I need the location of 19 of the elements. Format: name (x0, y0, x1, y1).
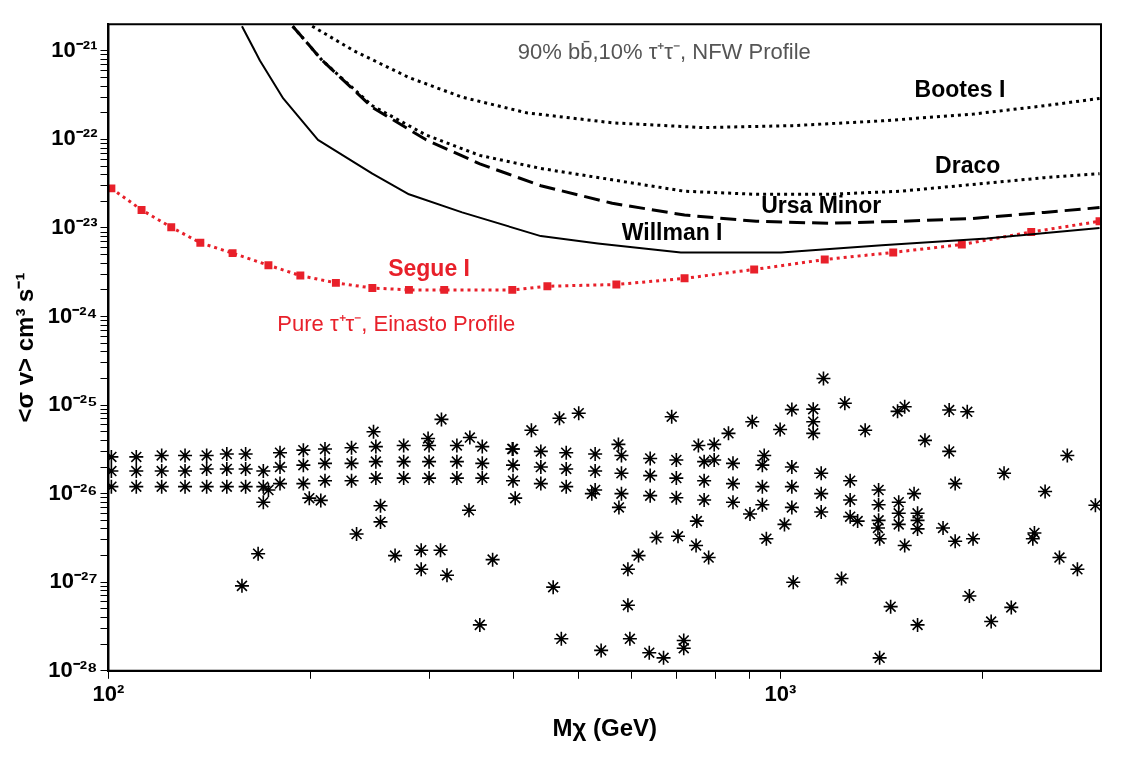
series-label: Segue I (388, 255, 470, 282)
x-tick-label: 10² (92, 681, 125, 707)
series-label: Bootes I (914, 76, 1006, 103)
y-tick-label: 10⁻²¹ (51, 36, 98, 62)
x-tick-label: 10³ (764, 681, 797, 707)
y-tick-label: 10⁻²⁷ (49, 568, 98, 594)
x-axis-title: Mχ (GeV) (552, 714, 657, 742)
y-axis-title: <σ v> cm³ s⁻¹ (11, 272, 39, 423)
series-label: Ursa Minor (761, 192, 882, 219)
y-tick-label: 10⁻²⁵ (48, 391, 98, 417)
annotation: Pure τ⁺τ⁻, Einasto Profile (277, 310, 516, 336)
y-tick-label: 10⁻²⁴ (47, 302, 98, 328)
y-tick-label: 10⁻²⁸ (48, 656, 98, 682)
y-tick-label: 10⁻²⁶ (48, 479, 98, 505)
series-label: Draco (935, 152, 1001, 179)
y-tick-label: 10⁻²³ (51, 214, 98, 240)
y-tick-label: 10⁻²² (51, 125, 98, 151)
annotation: 90% bb̄,10% τ⁺τ⁻, NFW Profile (517, 39, 811, 65)
series-label: Willman I (621, 218, 723, 245)
